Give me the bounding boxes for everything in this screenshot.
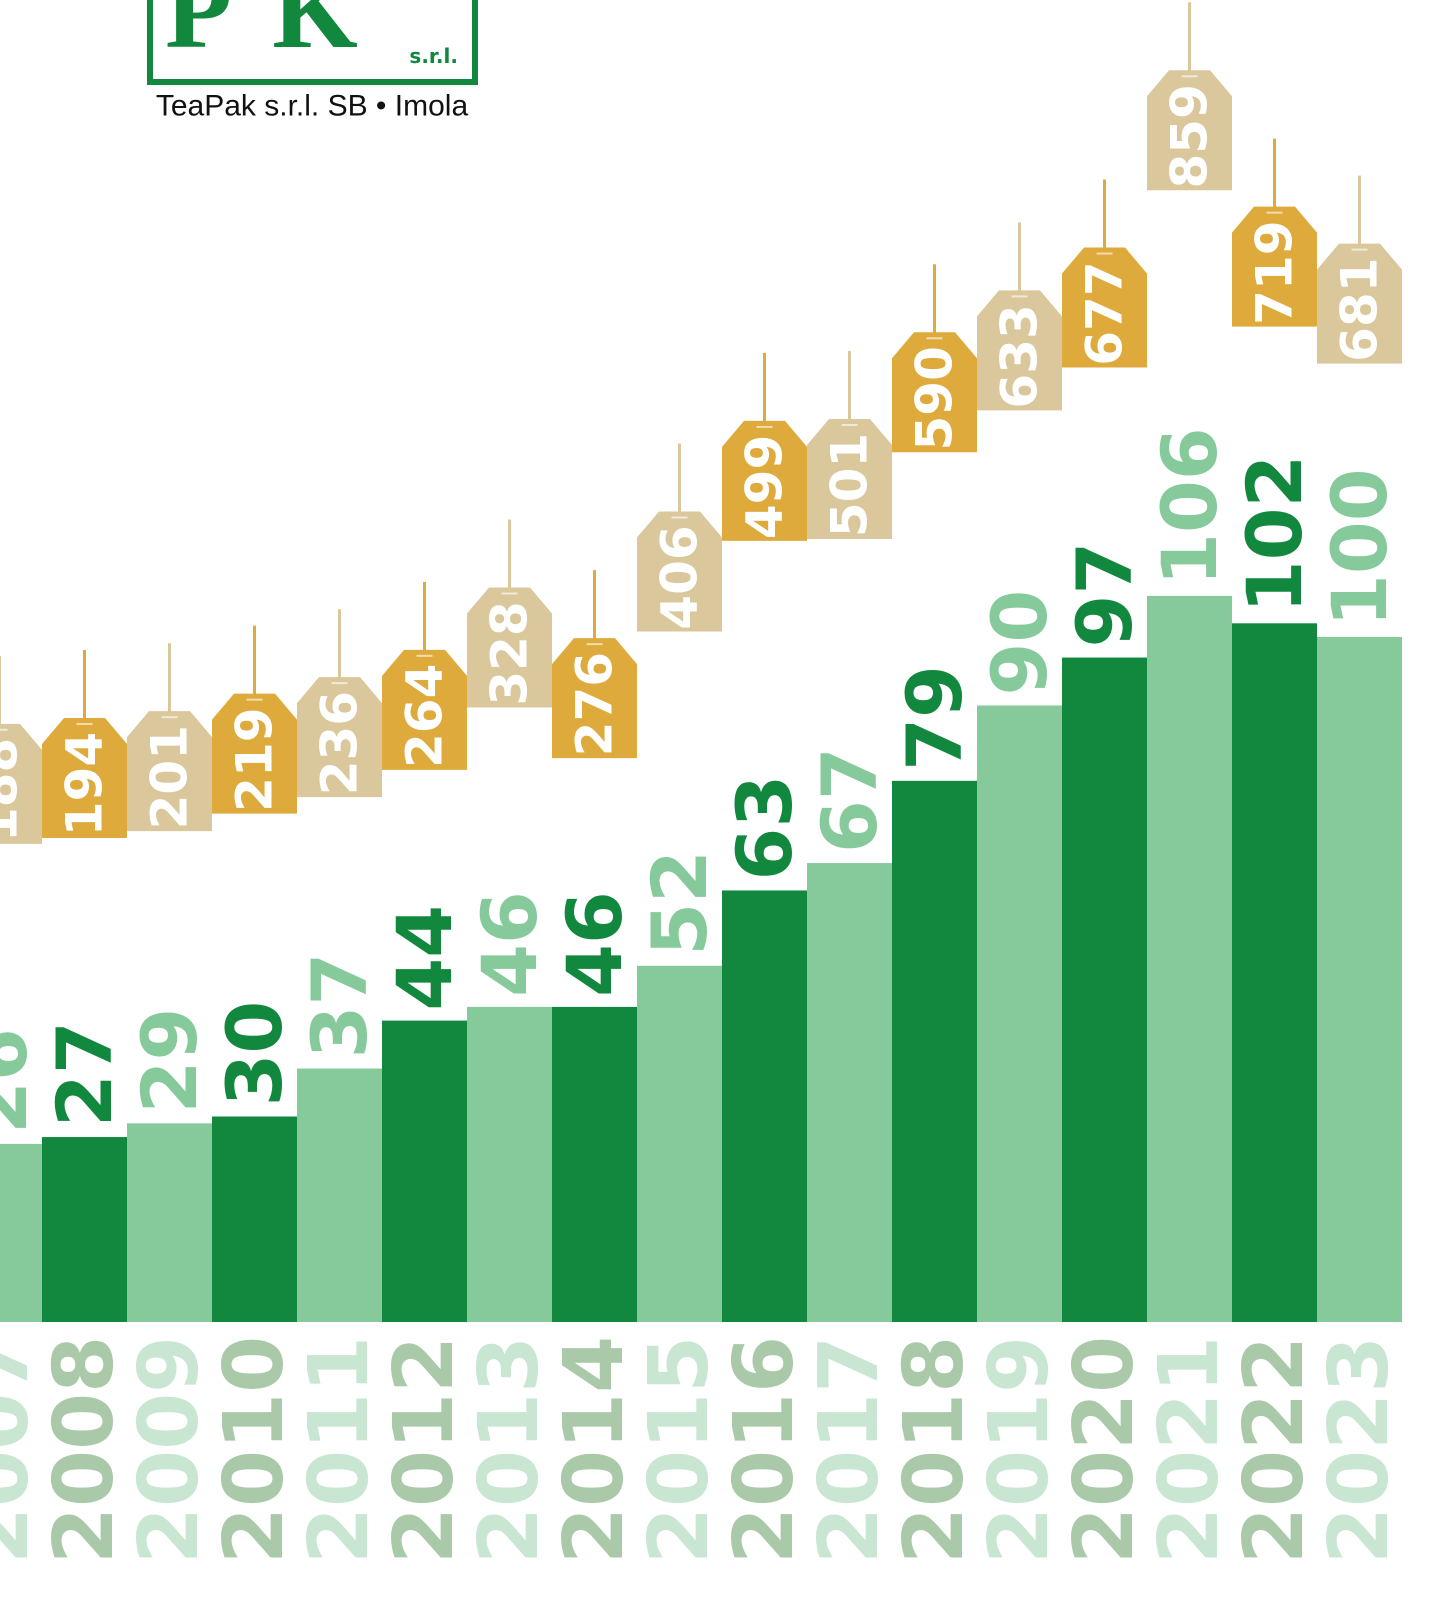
x-tick-label: 2012 [377, 1336, 472, 1564]
value-label: 46 [550, 891, 639, 997]
bar [722, 890, 807, 1322]
tag-label: 188 [0, 738, 29, 842]
logo-suffix: s.r.l. [409, 44, 458, 68]
value-label: 106 [1145, 427, 1234, 586]
x-tick-label: 2015 [632, 1336, 727, 1564]
bar [637, 965, 722, 1322]
x-tick-label: 2020 [1057, 1336, 1152, 1564]
value-label: 97 [1060, 542, 1149, 648]
price-tag [467, 587, 552, 708]
value-label: 90 [975, 590, 1064, 696]
x-tick-label: 2022 [1227, 1336, 1322, 1564]
bar [1062, 657, 1147, 1322]
tag-label: 264 [396, 664, 454, 768]
value-label: 102 [1230, 455, 1319, 614]
value-label: 44 [380, 905, 469, 1011]
x-tick-label: 2017 [802, 1336, 897, 1564]
x-tick-label: 2009 [122, 1336, 217, 1564]
value-label: 52 [635, 850, 724, 956]
bar [212, 1116, 297, 1322]
tag-label: 201 [141, 725, 199, 829]
logo-frame [147, 0, 478, 85]
price-tag [1317, 243, 1402, 364]
value-label: 67 [805, 747, 894, 853]
price-tag [977, 290, 1062, 411]
value-label: 27 [40, 1021, 129, 1127]
price-tag [42, 718, 127, 838]
value-label: 100 [1315, 468, 1404, 627]
tag-label: 194 [56, 732, 114, 836]
bar [807, 863, 892, 1322]
x-tick-label: 2011 [292, 1336, 387, 1564]
price-tag [1147, 70, 1232, 191]
tag-label: 499 [736, 435, 794, 539]
x-tick-label: 2008 [37, 1336, 132, 1564]
bar [467, 1006, 552, 1322]
price-tag [1062, 247, 1147, 368]
tag-label: 719 [1246, 220, 1304, 324]
logo: PK s.r.l. TeaPak s.r.l. SB • Imola [147, 0, 478, 123]
price-tag [552, 638, 637, 759]
bar [1232, 623, 1317, 1322]
tag-label: 859 [1161, 84, 1219, 188]
tag-label: 276 [566, 652, 624, 756]
value-label: 30 [210, 1001, 299, 1107]
price-tag [212, 693, 297, 814]
bar [297, 1068, 382, 1322]
x-tick-label: 2016 [717, 1336, 812, 1564]
bar [977, 705, 1062, 1322]
price-tag [807, 418, 892, 539]
price-tag [722, 420, 807, 541]
logo-letters: PK [165, 0, 398, 71]
tag-label: 590 [906, 346, 964, 450]
bar [1147, 595, 1232, 1322]
x-tick-label: 2010 [207, 1336, 302, 1564]
tag-label: 681 [1331, 257, 1389, 361]
x-tick-label: 2013 [462, 1336, 557, 1564]
value-label: 63 [720, 775, 809, 881]
bar [0, 1143, 42, 1322]
x-tick-label: 2014 [547, 1336, 642, 1564]
value-label: 46 [465, 891, 554, 997]
price-tag [297, 677, 382, 798]
logo-caption: TeaPak s.r.l. SB • Imola [156, 90, 469, 123]
bar [42, 1137, 127, 1322]
tag-label: 677 [1076, 261, 1134, 365]
value-label: 37 [295, 953, 384, 1059]
value-label: 79 [890, 665, 979, 771]
value-label: 29 [125, 1008, 214, 1114]
price-tag [892, 332, 977, 453]
value-label: 26 [0, 1028, 44, 1134]
tag-label: 219 [226, 707, 284, 811]
bar [892, 780, 977, 1322]
x-tick-label: 2021 [1142, 1336, 1237, 1564]
price-tag [0, 723, 42, 844]
bar [552, 1006, 637, 1322]
x-tick-label: 2018 [887, 1336, 982, 1564]
bar [127, 1123, 212, 1322]
price-tag [382, 649, 467, 770]
price-tag [127, 711, 212, 832]
tag-label: 406 [651, 525, 709, 629]
tag-label: 236 [311, 691, 369, 795]
x-tick-label: 2023 [1312, 1336, 1407, 1564]
price-tag [637, 511, 722, 632]
bar [1317, 637, 1402, 1322]
x-tick-label: 2019 [972, 1336, 1067, 1564]
tag-label: 501 [821, 433, 879, 537]
tag-label: 633 [991, 304, 1049, 408]
price-tag [1232, 206, 1317, 327]
bar [382, 1020, 467, 1322]
tag-label: 328 [481, 601, 539, 705]
x-tick-label: 2007 [0, 1336, 47, 1564]
